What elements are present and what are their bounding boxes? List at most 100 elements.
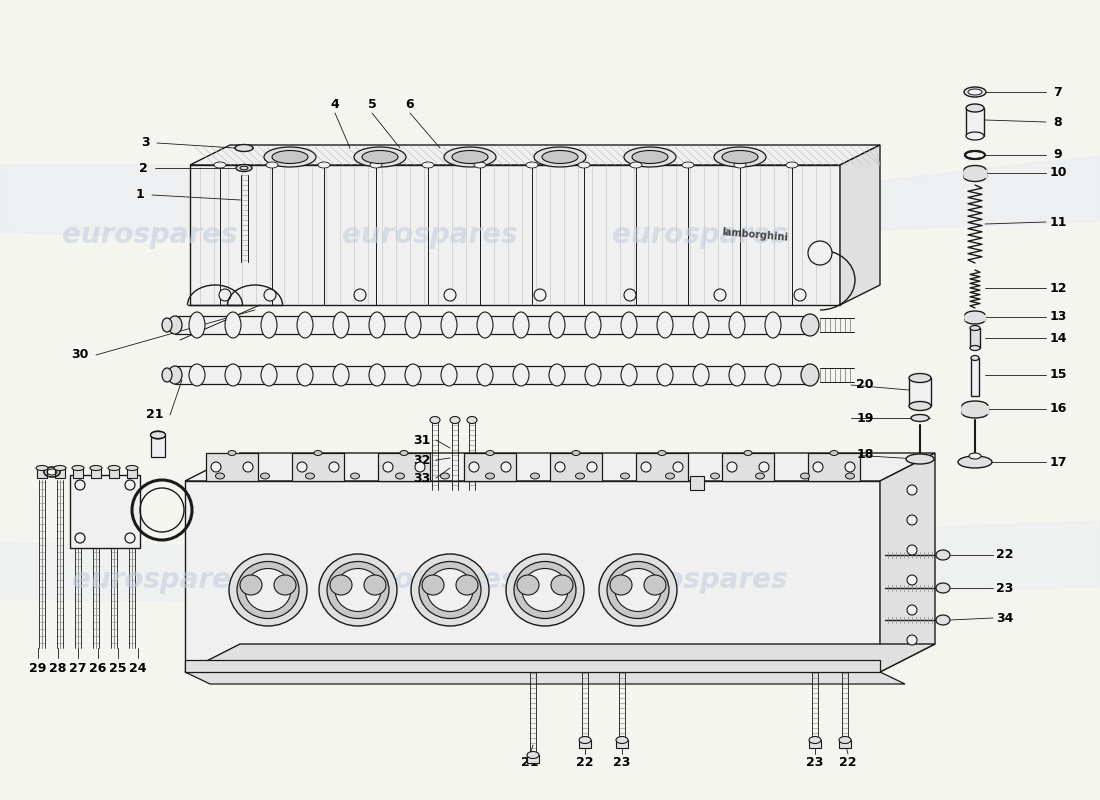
Ellipse shape xyxy=(427,569,473,611)
Circle shape xyxy=(500,462,512,472)
Ellipse shape xyxy=(351,473,360,479)
Ellipse shape xyxy=(261,312,277,338)
Ellipse shape xyxy=(168,316,182,334)
Ellipse shape xyxy=(226,312,241,338)
Circle shape xyxy=(714,289,726,301)
Ellipse shape xyxy=(319,554,397,626)
Bar xyxy=(175,366,810,384)
Text: 34: 34 xyxy=(997,611,1014,625)
Ellipse shape xyxy=(756,473,764,479)
Text: 6: 6 xyxy=(406,98,415,111)
Text: eurospares: eurospares xyxy=(63,221,238,249)
Ellipse shape xyxy=(714,147,766,167)
Text: eurospares: eurospares xyxy=(342,566,518,594)
Bar xyxy=(185,660,880,672)
Ellipse shape xyxy=(839,737,851,743)
Ellipse shape xyxy=(430,417,440,423)
Ellipse shape xyxy=(936,583,950,593)
Ellipse shape xyxy=(264,147,316,167)
Ellipse shape xyxy=(621,364,637,386)
Ellipse shape xyxy=(364,575,386,595)
Ellipse shape xyxy=(971,355,979,361)
Ellipse shape xyxy=(318,162,330,168)
Text: 28: 28 xyxy=(50,662,67,674)
Circle shape xyxy=(469,462,478,472)
Text: 11: 11 xyxy=(1049,215,1067,229)
Ellipse shape xyxy=(722,150,758,163)
Ellipse shape xyxy=(456,575,478,595)
Ellipse shape xyxy=(452,150,488,163)
Text: 22: 22 xyxy=(997,549,1014,562)
Bar xyxy=(636,453,688,481)
Bar xyxy=(616,740,628,748)
Circle shape xyxy=(211,462,221,472)
Ellipse shape xyxy=(306,473,315,479)
Polygon shape xyxy=(70,475,140,548)
Bar xyxy=(722,453,774,481)
Bar xyxy=(73,468,82,478)
Circle shape xyxy=(587,462,597,472)
Circle shape xyxy=(794,289,806,301)
Ellipse shape xyxy=(966,104,984,112)
Ellipse shape xyxy=(333,364,349,386)
Circle shape xyxy=(354,289,366,301)
Text: 2: 2 xyxy=(139,162,147,174)
Ellipse shape xyxy=(786,162,798,168)
Ellipse shape xyxy=(108,466,120,470)
Circle shape xyxy=(727,462,737,472)
Ellipse shape xyxy=(189,312,205,338)
Ellipse shape xyxy=(657,312,673,338)
Ellipse shape xyxy=(514,562,576,618)
Text: 32: 32 xyxy=(414,454,431,466)
Circle shape xyxy=(444,289,456,301)
Ellipse shape xyxy=(966,132,984,140)
Ellipse shape xyxy=(964,166,986,174)
Ellipse shape xyxy=(477,364,493,386)
Polygon shape xyxy=(190,145,880,165)
Ellipse shape xyxy=(729,312,745,338)
Ellipse shape xyxy=(801,473,810,479)
Circle shape xyxy=(908,545,917,555)
Ellipse shape xyxy=(630,162,642,168)
Circle shape xyxy=(908,515,917,525)
Ellipse shape xyxy=(90,466,102,470)
Ellipse shape xyxy=(126,466,138,470)
Bar xyxy=(151,435,165,457)
Ellipse shape xyxy=(474,162,486,168)
Ellipse shape xyxy=(958,456,992,468)
Text: 21: 21 xyxy=(146,409,164,422)
Ellipse shape xyxy=(354,147,406,167)
Circle shape xyxy=(908,485,917,495)
Ellipse shape xyxy=(54,466,66,470)
Text: 12: 12 xyxy=(1049,282,1067,294)
Text: 24: 24 xyxy=(130,662,146,674)
Bar xyxy=(109,468,119,478)
Ellipse shape xyxy=(441,312,456,338)
Text: 22: 22 xyxy=(839,755,857,769)
Bar xyxy=(175,316,810,334)
Bar xyxy=(550,453,602,481)
Ellipse shape xyxy=(506,554,584,626)
Ellipse shape xyxy=(607,562,669,618)
Ellipse shape xyxy=(422,575,444,595)
Ellipse shape xyxy=(542,150,578,163)
Ellipse shape xyxy=(468,417,477,423)
Ellipse shape xyxy=(585,312,601,338)
Polygon shape xyxy=(185,453,935,481)
Ellipse shape xyxy=(965,311,985,319)
Circle shape xyxy=(243,462,253,472)
Ellipse shape xyxy=(610,575,632,595)
Circle shape xyxy=(845,462,855,472)
Circle shape xyxy=(908,575,917,585)
Bar xyxy=(579,740,591,748)
Bar xyxy=(527,755,539,763)
Ellipse shape xyxy=(297,312,313,338)
Ellipse shape xyxy=(297,364,313,386)
Ellipse shape xyxy=(444,147,496,167)
Ellipse shape xyxy=(970,326,980,330)
Text: 29: 29 xyxy=(30,662,46,674)
Ellipse shape xyxy=(333,312,349,338)
Ellipse shape xyxy=(620,473,629,479)
Circle shape xyxy=(415,462,425,472)
Ellipse shape xyxy=(579,737,591,743)
